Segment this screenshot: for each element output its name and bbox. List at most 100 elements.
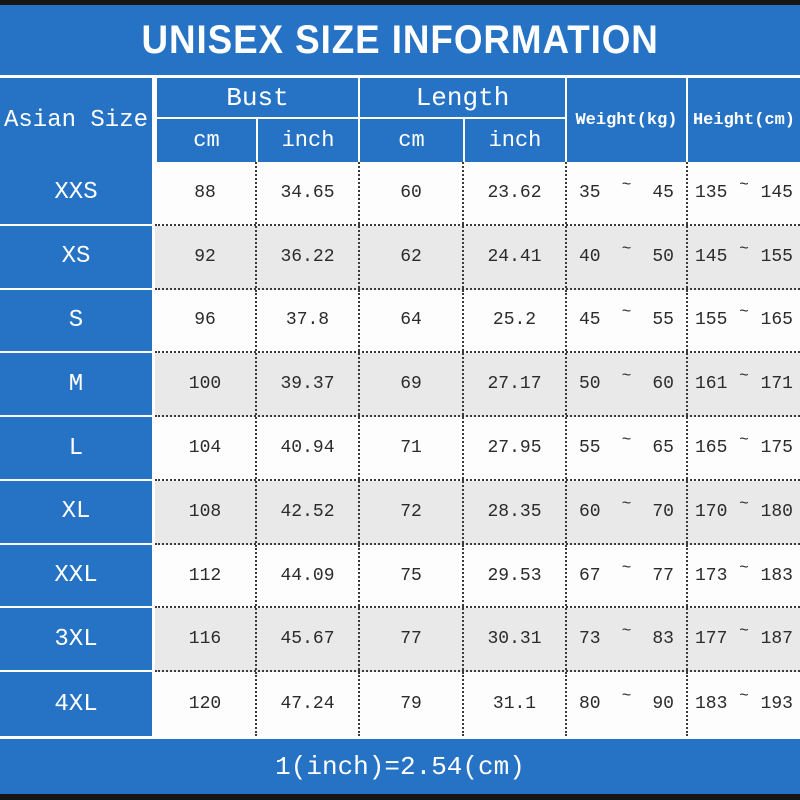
cell-length-cm: 62 [358,225,462,288]
cell-weight-range: 45 ~ 55 [565,289,686,352]
tilde-separator: ~ [739,622,749,641]
header-bust-subs: cm inch [157,119,358,162]
row-data-cells: 96 37.8 64 25.2 45 ~ 55 155 ~ 165 [155,289,800,354]
cell-weight-range: 35 ~ 45 [565,162,686,224]
tilde-separator: ~ [739,558,749,577]
cell-bust-cm: 116 [188,629,222,650]
cell-length-inch: 23.62 [462,162,565,224]
header-group-bust: Bust cm inch [155,78,358,162]
tilde-separator: ~ [739,175,749,194]
cell-bust-inch: 40.94 [255,417,358,479]
row-size-label: XXL [0,544,155,609]
weight-max: 83 [652,629,674,650]
height-min: 183 [695,694,728,715]
height-max: 193 [760,694,793,715]
cell-bust-cm: 96 [194,310,216,331]
cell-length-cm: 79 [358,672,462,737]
table-row: 4XL 120 47.24 79 31.1 80 ~ 90 183 ~ 193 [0,672,800,737]
cell-height-range: 183 ~ 193 [686,672,800,737]
cell-length-cm: 77 [358,608,462,671]
height-max: 183 [760,565,793,586]
cell-length-cm: 71 [358,417,462,479]
header-height: Height(cm) [686,78,800,162]
tilde-separator: ~ [621,367,632,386]
cell-bust-inch: 37.8 [255,289,358,352]
table-row: L 104 40.94 71 27.95 55 ~ 65 165 ~ 175 [0,417,800,481]
cell-length-cm: 64 [358,289,462,352]
header-length-cm: cm [398,128,425,153]
weight-max: 45 [652,182,674,203]
tilde-separator: ~ [739,431,749,450]
header-length-inch: inch [462,119,565,162]
weight-min: 73 [579,629,601,650]
row-data-cells: 104 40.94 71 27.95 55 ~ 65 165 ~ 175 [155,417,800,481]
cell-height-range: 155 ~ 165 [686,289,800,352]
weight-min: 50 [579,374,601,395]
height-max: 180 [760,501,793,522]
cell-length-inch: 30.31 [462,608,565,671]
bottom-edge-bar [0,794,800,800]
tilde-separator: ~ [739,494,749,513]
cell-bust-cm: 120 [188,694,222,715]
row-data-cells: 88 34.65 60 23.62 35 ~ 45 135 ~ 145 [155,162,800,226]
row-size-label: 3XL [0,608,155,673]
cell-height-range: 165 ~ 175 [686,417,800,479]
header-bust-label: Bust [157,78,358,119]
row-data-cells: 120 47.24 79 31.1 80 ~ 90 183 ~ 193 [155,672,800,737]
height-min: 165 [695,438,728,459]
row-size-label: XL [0,480,155,545]
height-min: 135 [695,182,728,203]
cell-bust-cm: 104 [188,438,222,459]
weight-min: 60 [579,501,601,522]
height-min: 177 [695,629,728,650]
cell-bust-cm: 108 [188,501,222,522]
tilde-separator: ~ [621,622,632,641]
tilde-separator: ~ [621,175,632,194]
cell-bust-inch: 36.22 [255,225,358,288]
cell-weight-range: 40 ~ 50 [565,225,686,288]
row-size-label: L [0,417,155,481]
cell-height-range: 170 ~ 180 [686,480,800,543]
cell-weight-range: 50 ~ 60 [565,353,686,416]
cell-weight-range: 73 ~ 83 [565,608,686,671]
tilde-separator: ~ [739,367,749,386]
cell-height-range: 177 ~ 187 [686,608,800,671]
tilde-separator: ~ [621,239,632,258]
height-max: 187 [760,629,793,650]
footer-divider [0,736,800,739]
weight-max: 77 [652,565,674,586]
height-min: 161 [695,374,728,395]
table-body: XXS 88 34.65 60 23.62 35 ~ 45 135 ~ 145 … [0,162,800,737]
table-row: XXS 88 34.65 60 23.62 35 ~ 45 135 ~ 145 [0,162,800,226]
table-row: M 100 39.37 69 27.17 50 ~ 60 161 ~ 171 [0,353,800,418]
table-row: 3XL 116 45.67 77 30.31 73 ~ 83 177 ~ 187 [0,608,800,673]
tilde-separator: ~ [739,687,749,706]
cell-bust-cm: 92 [194,246,216,267]
row-size-label: 4XL [0,672,155,737]
weight-min: 67 [579,565,601,586]
cell-length-inch: 28.35 [462,480,565,543]
cell-bust-inch: 42.52 [255,480,358,543]
weight-min: 40 [579,246,601,267]
title-banner: UNISEX SIZE INFORMATION [0,5,800,75]
tilde-separator: ~ [739,239,749,258]
tilde-separator: ~ [621,494,632,513]
cell-height-range: 135 ~ 145 [686,162,800,224]
cell-length-inch: 25.2 [462,289,565,352]
cell-bust-cm: 100 [188,374,222,395]
banner-divider [0,75,800,78]
table-row: XXL 112 44.09 75 29.53 67 ~ 77 173 ~ 183 [0,544,800,609]
cell-length-inch: 27.17 [462,353,565,416]
height-max: 145 [760,182,793,203]
height-min: 155 [695,310,728,331]
height-max: 171 [760,374,793,395]
tilde-separator: ~ [621,558,632,577]
weight-min: 35 [579,182,601,203]
header-weight: Weight(kg) [565,78,686,162]
row-data-cells: 116 45.67 77 30.31 73 ~ 83 177 ~ 187 [155,608,800,673]
cell-bust-inch: 45.67 [255,608,358,671]
height-min: 170 [695,501,728,522]
cell-length-cm: 69 [358,353,462,416]
header-length-subs: cm inch [360,119,565,162]
